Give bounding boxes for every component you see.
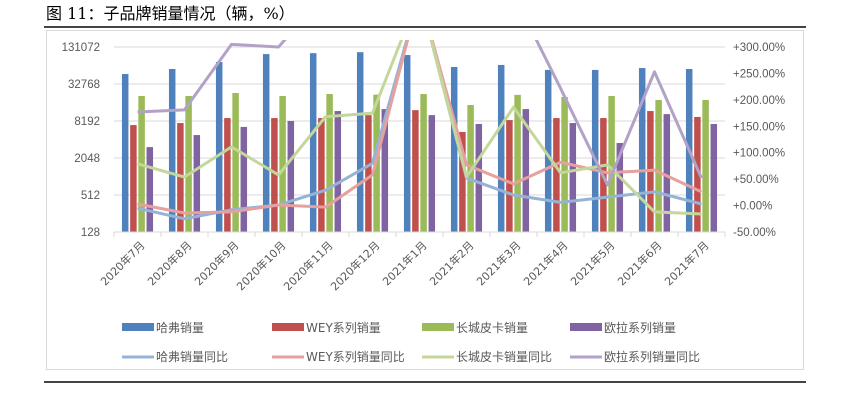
bar-4 [381, 109, 389, 232]
bar-3 [514, 94, 521, 232]
category-label: 2020年9月 [191, 238, 241, 288]
bar-3 [185, 96, 192, 232]
bar-4 [663, 114, 671, 232]
bar-4 [475, 123, 483, 232]
bar-1 [215, 61, 223, 232]
bar-2 [553, 118, 560, 232]
bar-3 [420, 94, 427, 232]
right-tick-label: +200.00% [733, 95, 785, 107]
bar-1 [356, 52, 364, 232]
bar-4 [146, 147, 154, 232]
category-label: 2021年1月 [379, 238, 429, 288]
category-label: 2020年10月 [233, 238, 288, 293]
category-label: 2021年3月 [473, 238, 523, 288]
category-label: 2020年7月 [97, 238, 147, 288]
chart-frame [46, 30, 804, 370]
bar-3 [232, 92, 239, 233]
bar-4 [710, 123, 718, 232]
right-tick-label: +250.00% [733, 68, 785, 80]
bar-3 [326, 94, 333, 232]
bar-4 [569, 123, 577, 232]
bar-1 [638, 68, 646, 233]
category-label: 2020年11月 [280, 238, 335, 293]
bar-4 [193, 135, 201, 232]
bar-1 [497, 64, 505, 233]
line-series-3 [137, 40, 702, 216]
bar-2 [694, 116, 701, 232]
bar-1 [121, 74, 129, 232]
right-tick-label: +150.00% [733, 121, 785, 133]
bar-2 [412, 110, 419, 232]
bar-4 [287, 121, 295, 232]
bar-2 [365, 115, 372, 232]
bar-3 [279, 96, 286, 232]
legend-swatch [272, 323, 304, 331]
legend-label: 哈弗销量 [156, 321, 204, 335]
bar-1 [450, 66, 458, 232]
legend-label: 欧拉系列销量同比 [604, 349, 700, 364]
bar-2 [224, 118, 231, 232]
left-tick-label: 128 [81, 227, 100, 239]
legend-label: 长城皮卡销量 [456, 321, 528, 335]
right-tick-label: +300.00% [733, 42, 785, 54]
category-label: 2021年2月 [426, 238, 476, 288]
category-label: 2021年4月 [520, 238, 570, 288]
right-tick-label: +0.00% [733, 201, 772, 213]
bar-4 [428, 115, 436, 232]
bar-2 [177, 123, 184, 232]
left-tick-label: 131072 [62, 42, 100, 54]
bar-1 [403, 55, 411, 232]
line-series-1 [137, 40, 702, 221]
right-tick-label: +100.00% [733, 148, 785, 160]
left-tick-label: 512 [81, 190, 100, 202]
bar-2 [318, 118, 325, 232]
category-label: 2021年6月 [614, 238, 664, 288]
line-series-2 [137, 40, 703, 215]
bar-3 [655, 99, 662, 232]
bar-1 [591, 69, 599, 232]
legend-label: 哈弗销量同比 [156, 350, 228, 364]
bottom-rule [44, 381, 806, 383]
bar-2 [130, 125, 137, 232]
right-tick-label: +50.00% [733, 174, 779, 186]
legend-label: WEY系列销量 [306, 321, 381, 335]
category-label: 2021年5月 [567, 238, 617, 288]
figure-title: 图 11：子品牌销量情况（辆，%） [46, 4, 295, 23]
legend-swatch [122, 323, 154, 331]
legend-label: 长城皮卡销量同比 [456, 350, 552, 364]
legend-label: WEY系列销量同比 [306, 350, 405, 364]
bar-4 [522, 109, 530, 232]
left-tick-label: 2048 [74, 153, 100, 165]
bar-3 [702, 99, 709, 232]
bar-4 [616, 143, 624, 232]
line-series-4 [137, 40, 703, 187]
category-label: 2020年8月 [144, 238, 194, 288]
bar-2 [271, 118, 278, 232]
left-tick-label: 32768 [68, 79, 100, 91]
bar-1 [168, 68, 176, 232]
bar-1 [262, 54, 270, 233]
bar-4 [240, 126, 248, 232]
legend-label: 欧拉系列销量 [604, 320, 676, 335]
bar-2 [459, 131, 466, 232]
right-tick-label: -50.00% [733, 227, 776, 239]
bar-3 [608, 96, 615, 232]
bar-2 [506, 120, 513, 232]
top-rule [44, 26, 806, 28]
category-label: 2020年12月 [327, 238, 382, 293]
legend-swatch [422, 323, 454, 331]
left-tick-label: 8192 [74, 116, 100, 128]
bar-1 [544, 69, 552, 232]
bar-4 [334, 111, 342, 232]
category-label: 2021年7月 [661, 238, 711, 288]
bar-1 [309, 53, 317, 233]
legend-swatch [570, 323, 602, 331]
